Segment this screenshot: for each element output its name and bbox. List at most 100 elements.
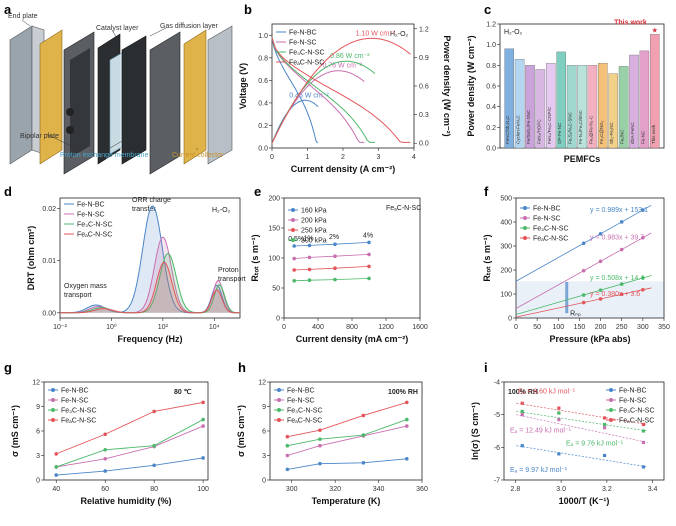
x-tick-label: 0 [282,324,286,331]
x-tick-label: 250 [616,324,628,331]
panel-label-g: g [4,360,12,375]
legend-entry: Fe-N-SC [533,216,561,223]
panel-label-i: i [484,360,488,375]
y-axis-label: Voltage (V) [238,63,248,109]
legend-entry: 250 kPa [301,228,327,235]
conductivity-point [201,456,205,460]
rtot-line [294,254,370,259]
y-tick-label: 0.2 [486,125,496,132]
legend-marker [609,398,613,402]
x-axis-label: Temperature (K) [312,496,381,506]
legend-marker [277,388,281,392]
conductivity-line [56,401,204,455]
arrhenius-point [641,465,646,469]
rtot-point [307,278,312,283]
rtot-point [307,255,312,260]
rtot-point [598,288,603,292]
x-tick-label: 10⁻² [53,324,67,331]
conductivity-point [54,473,59,477]
rtot-point [598,259,603,264]
activation-energy-label: Eₐ = 9.76 kJ mol⁻¹ [566,441,624,448]
conductivity-line [56,425,204,468]
y-tick-label: -7 [494,478,500,485]
x-tick-label: 3 [377,154,381,161]
polarization-curve [271,37,319,143]
x-tick-label: 350 [658,324,670,331]
y-axis-label: DRT (ohm cm²) [26,226,36,291]
x-axis-label: Pressure (kPa abs) [549,334,630,344]
y-tick-label: 0.0 [419,141,429,148]
legend-marker [609,418,613,422]
y-tick-label: 0.4 [258,100,268,107]
fit-equation: y = 0.380x + 3.6 [590,291,640,298]
y-tick-label: 0.0 [486,146,496,153]
arrhenius-point [520,413,524,417]
legend-entry: Fe-N-BC [289,30,317,37]
y-tick-label: 0.6 [419,84,429,91]
x-tick-label: 80 [150,486,158,493]
y-tick-label: -6 [494,445,500,452]
y-tick-label: 0.4 [486,104,496,111]
rtot-point [641,208,645,212]
panel-i-arrhenius: i 2.8 3.0 3.2 3.4 -7 -6 -5 -4 1000/T (K⁻¹) ln(σ) (… [470,360,665,506]
y-tick-label: 3 [262,453,266,460]
panel-b-annotation: H₂-O₂ [390,31,409,38]
bar-label: Fe/SnS₂/Fe-SNC [526,109,531,144]
legend-entry: Fe-N-BC [619,388,647,395]
legend-entry: 200 kPa [301,218,327,225]
power-density-curve [271,99,319,144]
conductivity-point [103,469,107,473]
legend-entry: 300 kPa [301,238,327,245]
peak-power-label: 0.76 W cm⁻² [322,63,362,70]
legend-marker [51,398,55,402]
x-tick-label: 340 [373,486,385,493]
panel-c-title: H₂-O₂ [504,29,523,36]
drt-area [60,237,240,313]
legend-entry: Fe-N-SC [619,398,647,405]
arrhenius-point [602,416,607,420]
y-tick-label: 0 [508,316,512,323]
y-tick-label: 0.9 [419,55,429,62]
end-plate-left [9,25,33,165]
y-tick-label: 1.2 [419,26,429,33]
arrhenius-point [557,452,561,456]
y-tick-label: 0 [262,478,266,485]
legend-entry: Fe₃C-N-SC [287,408,323,415]
conductivity-point [152,409,156,414]
y-tick-label: 0.8 [258,55,268,62]
y-tick-label: 500 [500,196,512,203]
panel-d-annotation: H₂-O₂ [212,207,231,214]
fit-equation: y = 0.989x + 153.1 [590,207,648,214]
y-tick-label: 50 [272,286,280,293]
bar-label: Fe₁/NC [620,129,625,144]
pem-label: Proton exchange membrane [60,152,148,159]
x-axis-label: PEMFCs [564,154,601,164]
legend-entry: 160 kPa [301,208,327,215]
bipolar-plate-channels [70,48,90,158]
current-collector-left [39,29,63,165]
x-axis-label: Current density (A cm⁻²) [291,164,395,174]
conductivity-point [201,424,205,428]
drt-area [60,253,240,313]
conductivity-point [361,433,366,437]
y-tick-label: 0.8 [486,63,496,70]
conductivity-point [318,461,322,466]
y-tick-label: 9 [262,404,266,411]
panel-f-pressure: f 0 50 100 150 200 250 300 350 0 100 200 300 400 500 Pr… [482,184,670,344]
rtot-point [367,252,371,257]
leader-bipolar [45,133,81,151]
polarization-curve [271,37,411,143]
panel-h-annotation: 100% RH [388,389,418,396]
peak-power-label: 1.10 W cm⁻² [356,30,396,37]
y-tick-label: 0.01 [42,258,56,265]
rtot-point [333,242,337,246]
y-axis-label: ln(σ) (S cm⁻¹) [470,402,480,460]
x-tick-label: 10⁰ [106,323,117,331]
conductivity-point [201,400,205,405]
rtot-point [367,240,371,245]
rtot-point [581,241,586,246]
peak-power-label: 0.86 W cm⁻² [330,53,370,60]
fit-equation: y = 0.983x + 39.7 [590,235,644,242]
conductivity-point [103,456,107,461]
